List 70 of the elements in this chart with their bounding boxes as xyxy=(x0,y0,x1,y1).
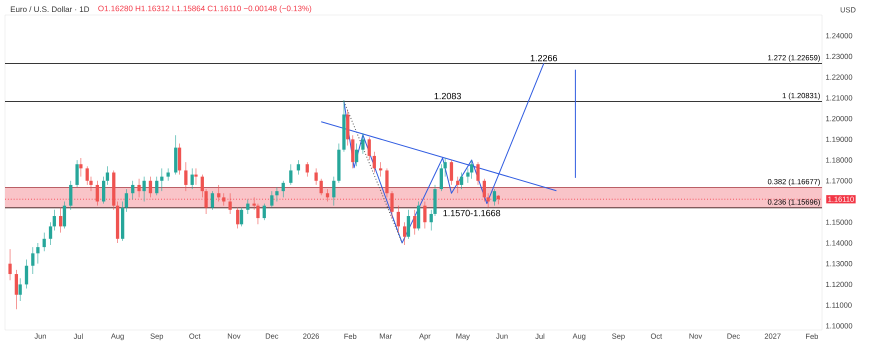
candlestick xyxy=(289,164,292,186)
candlestick xyxy=(160,168,164,192)
candlestick xyxy=(75,160,79,188)
candlestick xyxy=(296,160,300,175)
candlestick xyxy=(204,188,208,214)
candlestick xyxy=(217,184,220,202)
candlestick xyxy=(236,207,240,229)
candlestick xyxy=(8,248,12,281)
candlestick xyxy=(332,176,336,206)
candlestick xyxy=(200,174,204,198)
candlestick xyxy=(492,188,496,206)
candlestick xyxy=(456,176,460,194)
candlestick xyxy=(368,136,371,160)
candlestick xyxy=(14,270,18,310)
candlestick xyxy=(351,134,354,169)
candlestick xyxy=(190,168,194,190)
candlestick xyxy=(396,205,400,233)
candlestick xyxy=(210,190,214,210)
candlestick xyxy=(42,232,46,252)
candlestick xyxy=(306,162,309,177)
candlestick xyxy=(460,172,464,190)
candlestick xyxy=(184,162,188,192)
candlestick xyxy=(403,222,406,246)
candlestick xyxy=(423,201,427,229)
candlestick xyxy=(270,190,274,208)
candlestick xyxy=(59,207,62,233)
candlestick xyxy=(486,192,490,208)
candlestick xyxy=(228,192,232,214)
candlestick xyxy=(275,186,279,202)
candlestick xyxy=(69,180,72,210)
candlestick xyxy=(166,168,170,182)
candlestick xyxy=(372,151,376,173)
candlestick xyxy=(326,188,330,202)
candlestick xyxy=(443,158,447,177)
candlestick xyxy=(450,160,454,186)
annotation: 1.2266 xyxy=(530,54,558,62)
candlestick xyxy=(62,201,66,229)
annotation: 1.2083 xyxy=(434,92,461,100)
candlestick xyxy=(131,180,134,200)
candlestick xyxy=(466,168,470,184)
candlestick xyxy=(246,199,250,214)
candlestick xyxy=(416,201,420,231)
candlestick xyxy=(31,246,34,274)
candlestick xyxy=(476,162,480,186)
candlestick xyxy=(18,278,22,302)
candlestick xyxy=(496,194,500,205)
candlestick xyxy=(24,259,28,289)
candlestick xyxy=(262,203,266,220)
candlestick xyxy=(79,158,83,177)
candlestick xyxy=(282,180,285,198)
candlestick xyxy=(178,143,182,175)
candlestick xyxy=(390,190,394,218)
candlestick xyxy=(240,207,244,227)
annotation: 1.1570-1.1668 xyxy=(443,210,500,216)
candlestick xyxy=(482,178,486,202)
candlestick xyxy=(354,143,358,167)
candlestick xyxy=(378,162,382,177)
candlestick xyxy=(256,203,260,225)
candlestick xyxy=(406,210,410,240)
candlestick xyxy=(385,168,389,198)
candlestick xyxy=(36,242,40,264)
candlestick xyxy=(413,210,416,235)
candlestick xyxy=(142,176,146,202)
candlestick xyxy=(96,180,99,206)
candlestick xyxy=(222,192,226,206)
candlestick xyxy=(155,176,158,196)
candlestick xyxy=(440,164,443,192)
candlestick xyxy=(320,178,323,196)
candlestick xyxy=(314,168,318,186)
candlestick xyxy=(470,160,474,180)
